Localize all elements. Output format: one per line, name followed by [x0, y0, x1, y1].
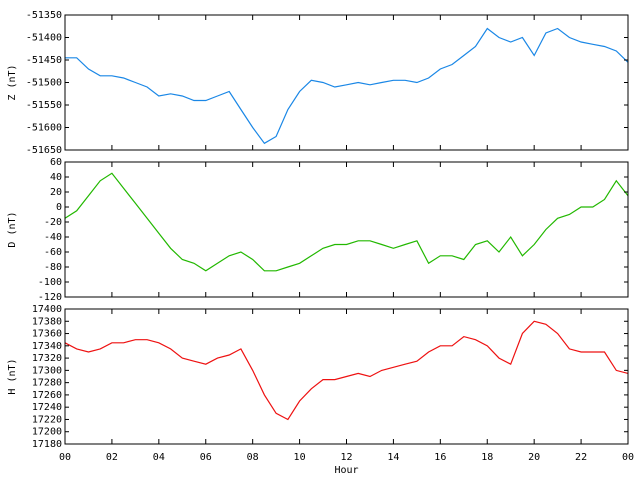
y-tick-label: 17400 — [32, 304, 62, 315]
plot-frame — [64, 14, 629, 151]
y-tick-label: 40 — [50, 172, 62, 183]
y-tick-label: 17260 — [32, 390, 62, 401]
y-tick-label: -100 — [38, 277, 62, 288]
x-tick-label: 22 — [575, 452, 587, 463]
y-tick-label: -40 — [44, 232, 62, 243]
y-axis-label: Z (nT) — [7, 64, 18, 100]
x-tick-label: 08 — [247, 452, 259, 463]
data-line — [64, 320, 629, 421]
y-tick-label: -51450 — [26, 55, 62, 66]
y-tick-label: 17200 — [32, 427, 62, 438]
x-tick-label: 14 — [387, 452, 399, 463]
y-tick-label: -51550 — [26, 100, 62, 111]
x-tick-label: 06 — [200, 452, 212, 463]
y-tick-label: 17180 — [32, 439, 62, 450]
y-tick-label: 17220 — [32, 414, 62, 425]
y-tick-label: 17240 — [32, 402, 62, 413]
y-tick-label: -80 — [44, 262, 62, 273]
y-tick-label: -51400 — [26, 33, 62, 44]
y-axis-label: H (nT) — [7, 358, 18, 394]
plot-frame — [64, 161, 629, 298]
y-tick-label: 20 — [50, 187, 62, 198]
data-line — [65, 27, 629, 145]
y-tick-label: 17360 — [32, 329, 62, 340]
y-tick-label: -51350 — [26, 10, 62, 21]
x-tick-label: 00 — [59, 452, 71, 463]
data-line — [64, 172, 629, 272]
y-tick-label: -51500 — [26, 78, 62, 89]
y-tick-label: 17340 — [32, 341, 62, 352]
x-axis-label: Hour — [334, 465, 358, 476]
x-tick-label: 18 — [481, 452, 493, 463]
x-tick-label: 02 — [106, 452, 118, 463]
y-tick-label: 17380 — [32, 316, 62, 327]
y-tick-label: -51650 — [26, 145, 62, 156]
x-tick-label: 16 — [434, 452, 446, 463]
y-axis-label: D (nT) — [7, 211, 18, 247]
x-tick-label: 20 — [528, 452, 540, 463]
x-tick-label: 04 — [153, 452, 165, 463]
y-tick-label: 17320 — [32, 353, 62, 364]
x-tick-label: 12 — [340, 452, 352, 463]
y-tick-label: -120 — [38, 292, 62, 303]
y-tick-label: 17300 — [32, 365, 62, 376]
y-tick-label: 60 — [50, 157, 62, 168]
y-tick-label: -51600 — [26, 123, 62, 134]
y-tick-label: 17280 — [32, 378, 62, 389]
y-tick-label: -20 — [44, 217, 62, 228]
x-tick-label: 10 — [294, 452, 306, 463]
y-tick-label: 0 — [56, 202, 62, 213]
x-tick-label: 00 — [622, 452, 634, 463]
y-tick-label: -60 — [44, 247, 62, 258]
